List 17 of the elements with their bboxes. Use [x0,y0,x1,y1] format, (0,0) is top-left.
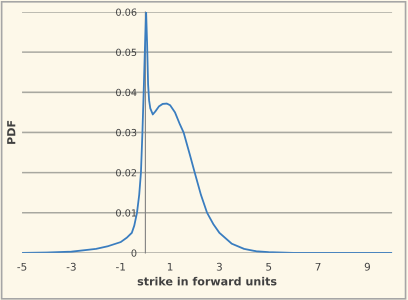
y-tick-label: 0.05 [116,48,136,56]
x-tick-label: -5 [17,262,26,271]
y-tick-label: 0.01 [116,209,136,217]
x-axis-title: strike in forward units [138,276,276,286]
x-tick-label: 3 [216,262,222,271]
y-tick-label: 0.04 [116,88,137,96]
y-tick-label: 0.03 [116,128,136,136]
x-tick-label: 5 [266,262,272,271]
x-tick-label: 1 [168,262,172,271]
y-tick-label: 0 [132,249,136,257]
y-tick-label: 0.06 [116,8,136,16]
x-tick-label: 9 [364,262,370,271]
x-tick-label: 7 [316,262,320,271]
x-tick-label: -1 [116,262,125,271]
y-tick-label: 0.02 [116,169,136,176]
y-axis-title: PDF [7,120,16,144]
x-tick-label: -3 [66,262,76,271]
